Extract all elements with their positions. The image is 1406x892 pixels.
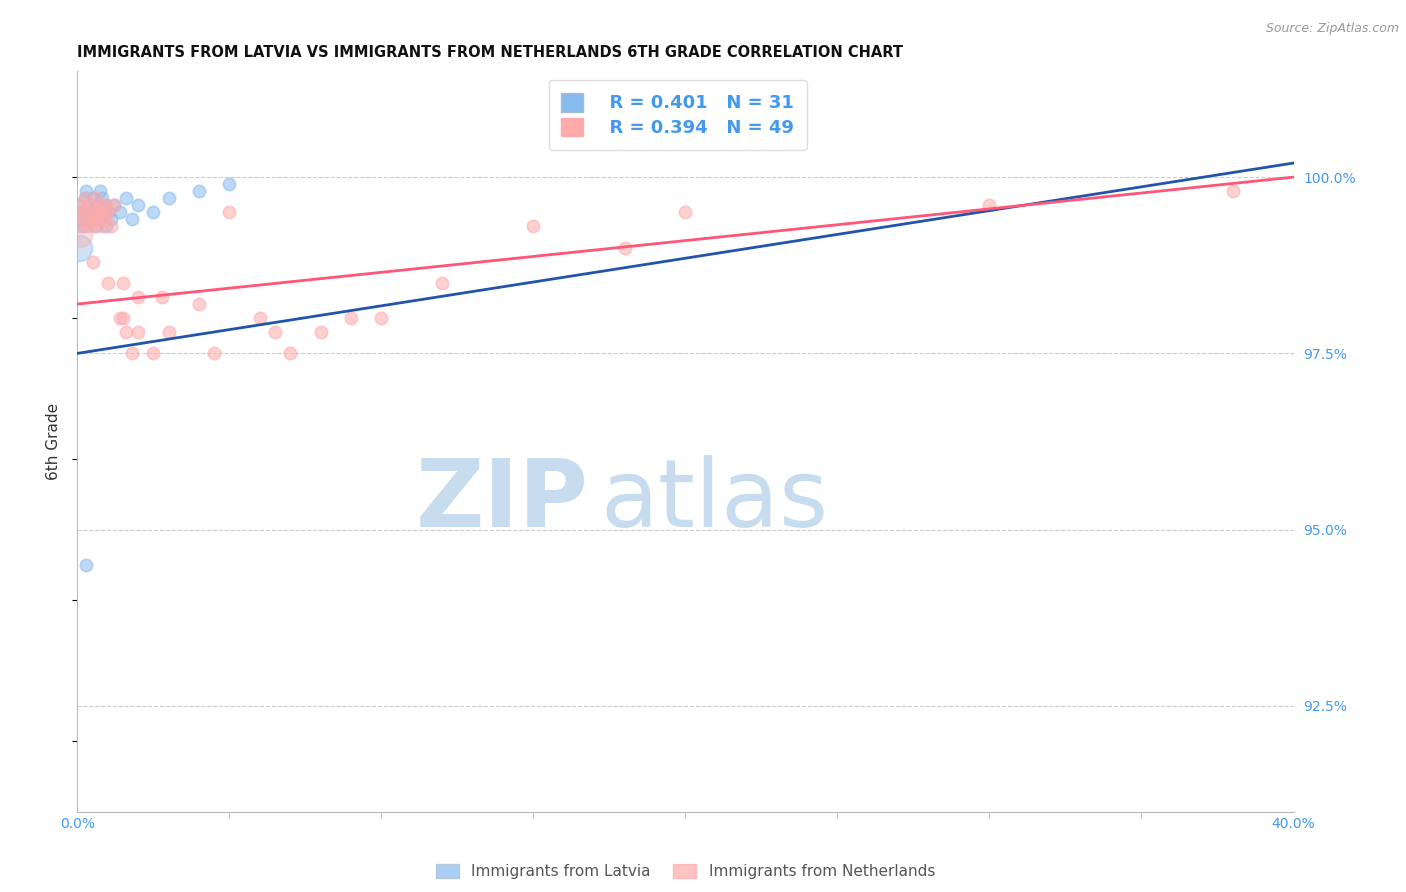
Point (103, 198, 125, 212)
Point (77, 205, 100, 219)
Point (108, 205, 131, 219)
Point (979, 198, 1001, 212)
Point (67, 198, 90, 212)
Point (522, 219, 544, 234)
Point (218, 177, 240, 191)
Point (97, 205, 120, 219)
Point (93, 212, 115, 227)
Point (142, 205, 165, 219)
Point (309, 325, 332, 339)
Point (70, 205, 93, 219)
Point (75, 205, 97, 219)
Point (90, 191, 112, 205)
Point (96, 198, 118, 212)
Point (89, 184, 111, 198)
Point (84, 191, 107, 205)
Point (83, 205, 105, 219)
Point (100, 212, 122, 227)
Point (70, 198, 93, 212)
Point (90, 219, 112, 234)
Point (613, 241, 636, 255)
Point (121, 212, 143, 227)
Point (87, 205, 110, 219)
Point (72, 219, 94, 234)
Point (82, 205, 104, 219)
Point (103, 198, 125, 212)
Point (87, 212, 110, 227)
Text: ZIP: ZIP (415, 455, 588, 547)
Point (86, 198, 108, 212)
Point (89, 198, 111, 212)
Point (86, 212, 108, 227)
Point (432, 276, 454, 290)
Point (80, 212, 103, 227)
Point (142, 346, 165, 360)
Point (91, 205, 114, 219)
Point (97, 276, 120, 290)
Point (79, 198, 101, 212)
Point (82, 191, 104, 205)
Point (80, 212, 103, 227)
Point (84, 219, 107, 234)
Point (75, 184, 97, 198)
Text: Source: ZipAtlas.com: Source: ZipAtlas.com (1265, 22, 1399, 36)
Point (218, 205, 240, 219)
Point (72, 212, 94, 227)
Point (69, 212, 91, 227)
Point (127, 198, 149, 212)
Point (675, 205, 697, 219)
Text: atlas: atlas (600, 455, 828, 547)
Point (100, 219, 122, 234)
Point (93, 198, 115, 212)
Point (370, 311, 392, 326)
Point (75, 558, 97, 572)
Point (73, 191, 96, 205)
Point (157, 191, 180, 205)
Legend: Immigrants from Latvia, Immigrants from Netherlands: Immigrants from Latvia, Immigrants from … (430, 858, 941, 886)
Point (73, 191, 96, 205)
Point (91, 205, 114, 219)
Point (67, 241, 90, 255)
Point (157, 325, 180, 339)
Point (340, 311, 363, 326)
Point (77, 219, 100, 234)
Point (278, 346, 301, 360)
Point (127, 290, 149, 304)
Point (111, 276, 134, 290)
Point (1222, 184, 1244, 198)
Point (79, 198, 101, 212)
Point (249, 311, 271, 326)
Point (115, 191, 138, 205)
Point (202, 346, 225, 360)
Point (188, 297, 211, 311)
Point (121, 346, 143, 360)
Point (127, 325, 149, 339)
Point (82, 254, 104, 268)
Point (69, 219, 91, 234)
Point (111, 311, 134, 326)
Point (67, 205, 90, 219)
Point (152, 290, 174, 304)
Point (188, 184, 211, 198)
Text: IMMIGRANTS FROM LATVIA VS IMMIGRANTS FROM NETHERLANDS 6TH GRADE CORRELATION CHAR: IMMIGRANTS FROM LATVIA VS IMMIGRANTS FRO… (77, 45, 903, 61)
Point (96, 219, 118, 234)
Point (83, 219, 105, 234)
Point (97, 205, 120, 219)
Point (264, 325, 287, 339)
Point (108, 311, 131, 326)
Point (115, 325, 138, 339)
Point (67, 227, 90, 241)
Y-axis label: 6th Grade: 6th Grade (46, 403, 62, 480)
